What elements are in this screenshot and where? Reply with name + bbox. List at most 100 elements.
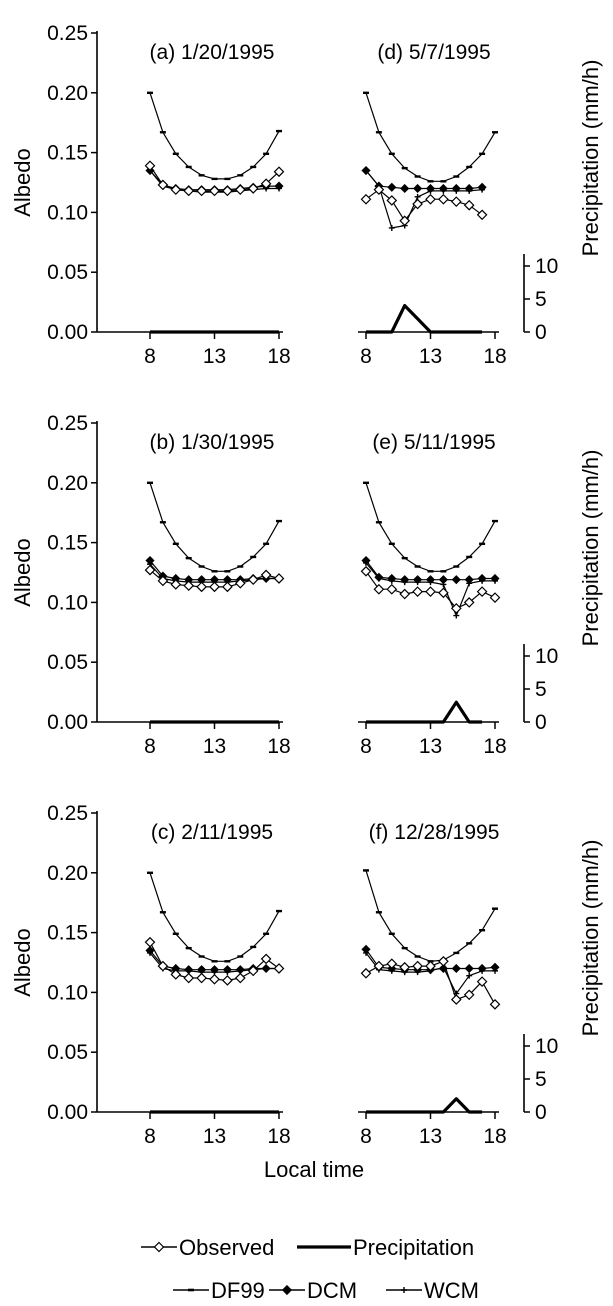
dcm-marker (184, 965, 194, 975)
legend-item-df99: DF99 (173, 1278, 265, 1303)
observed-marker (412, 198, 423, 210)
right-tick-label: 5 (535, 678, 547, 701)
dcm-marker (209, 965, 220, 975)
precipitation-line (366, 1097, 483, 1114)
x-tick-label: 18 (483, 735, 506, 758)
right-tick-label: 0 (535, 1101, 547, 1124)
dcm-marker (464, 963, 474, 974)
observed-marker (144, 936, 156, 948)
observed-marker (412, 960, 423, 972)
right-tick-label: 10 (535, 645, 558, 668)
row-1: 0.00 0.05 0.10 0.15 0.20 0.25 Albedo 8 13 18 8 13 18… (10, 22, 603, 368)
panel-label: (d) 5/7/1995 (377, 41, 490, 64)
dcm-marker (451, 963, 461, 974)
dcm-marker (477, 573, 487, 584)
observed-marker (196, 581, 207, 593)
observed-marker (170, 184, 182, 196)
x-axis-title: Local time (264, 1157, 364, 1182)
dcm-marker (361, 165, 371, 176)
df99-line (365, 870, 496, 962)
observed-marker (463, 597, 475, 608)
dcm-marker (464, 575, 474, 585)
y-tick-label: 0.10 (47, 201, 88, 224)
legend-item-precipitation: Precipitation (297, 1235, 474, 1260)
y-axis-title: Albedo (10, 538, 35, 607)
right-tick-label: 5 (535, 1068, 547, 1091)
observed-marker (425, 586, 436, 597)
x-tick-label: 8 (360, 1125, 372, 1148)
x-tick-label: 13 (419, 1125, 442, 1148)
observed-marker (438, 587, 449, 599)
legend-marker (401, 1287, 407, 1293)
dcm-line (365, 170, 483, 190)
panel-3: (b) 1/30/1995 (144, 431, 285, 724)
dcm-marker (400, 183, 410, 194)
y-tick-label: 0.05 (47, 651, 88, 674)
observed-marker (196, 972, 207, 984)
dcm-marker (361, 555, 371, 566)
dcm-marker (425, 575, 436, 585)
y-tick-label: 0.00 (47, 321, 88, 344)
x-tick-label: 18 (267, 1125, 290, 1148)
y-tick-label: 0.05 (47, 1041, 88, 1064)
legend-label: DCM (307, 1278, 357, 1303)
dcm-marker (477, 963, 487, 974)
dcm-marker (490, 573, 500, 584)
y-tick-label: 0.20 (47, 82, 88, 105)
y-tick-label: 0.25 (47, 22, 88, 45)
observed-marker (273, 573, 285, 584)
observed-marker (386, 958, 398, 970)
x-tick-label: 8 (144, 1125, 156, 1148)
observed-marker (373, 960, 385, 972)
right-tick-label: 10 (535, 255, 558, 278)
observed-marker (170, 579, 182, 590)
row-2: 0.00 0.05 0.10 0.15 0.20 0.25 Albedo 8 13 18 8 13 18… (10, 412, 603, 758)
y-tick-label: 0.15 (47, 532, 88, 555)
dcm-marker (464, 183, 474, 194)
panel-label: (f) 12/28/1995 (369, 821, 500, 844)
legend-label: Precipitation (353, 1235, 474, 1260)
dcm-marker (438, 575, 448, 585)
observed-marker (247, 183, 259, 194)
legend-label: DF99 (211, 1278, 265, 1303)
observed-marker (247, 574, 259, 586)
y-tick-label: 0.15 (47, 922, 88, 945)
dcm-marker (451, 183, 461, 194)
observed-marker (476, 209, 488, 221)
observed-marker (234, 972, 246, 984)
right-tick-label: 0 (535, 321, 547, 344)
observed-marker (399, 961, 411, 973)
observed-marker (183, 580, 195, 592)
x-tick-label: 8 (360, 345, 372, 368)
right-tick-label: 10 (535, 1035, 558, 1058)
observed-marker (209, 581, 220, 593)
observed-marker (360, 967, 372, 979)
observed-marker (450, 196, 462, 207)
x-tick-label: 18 (267, 345, 290, 368)
dcm-marker (374, 572, 384, 582)
observed-marker (399, 588, 411, 600)
observed-marker (222, 581, 233, 593)
dcm-marker (425, 183, 436, 194)
x-tick-label: 18 (483, 1125, 506, 1148)
observed-marker (373, 583, 385, 595)
observed-marker (260, 953, 272, 965)
x-tick-label: 13 (203, 345, 226, 368)
observed-marker (360, 193, 372, 205)
observed-marker (222, 975, 233, 986)
y-tick-label: 0.10 (47, 591, 88, 614)
observed-marker (425, 960, 436, 972)
observed-marker (463, 989, 475, 1001)
right-tick-label: 5 (535, 288, 547, 311)
y-tick-label: 0.15 (47, 142, 88, 165)
dcm-marker (361, 944, 371, 954)
y-axis-title: Albedo (10, 928, 35, 997)
df99-line (149, 872, 280, 962)
dcm-marker (413, 575, 423, 585)
observed-marker (260, 178, 272, 190)
panel-label: (e) 5/11/1995 (372, 431, 495, 454)
x-tick-label: 13 (419, 345, 442, 368)
x-tick-label: 8 (360, 735, 372, 758)
x-tick-label: 18 (483, 345, 506, 368)
dcm-marker (400, 575, 410, 585)
